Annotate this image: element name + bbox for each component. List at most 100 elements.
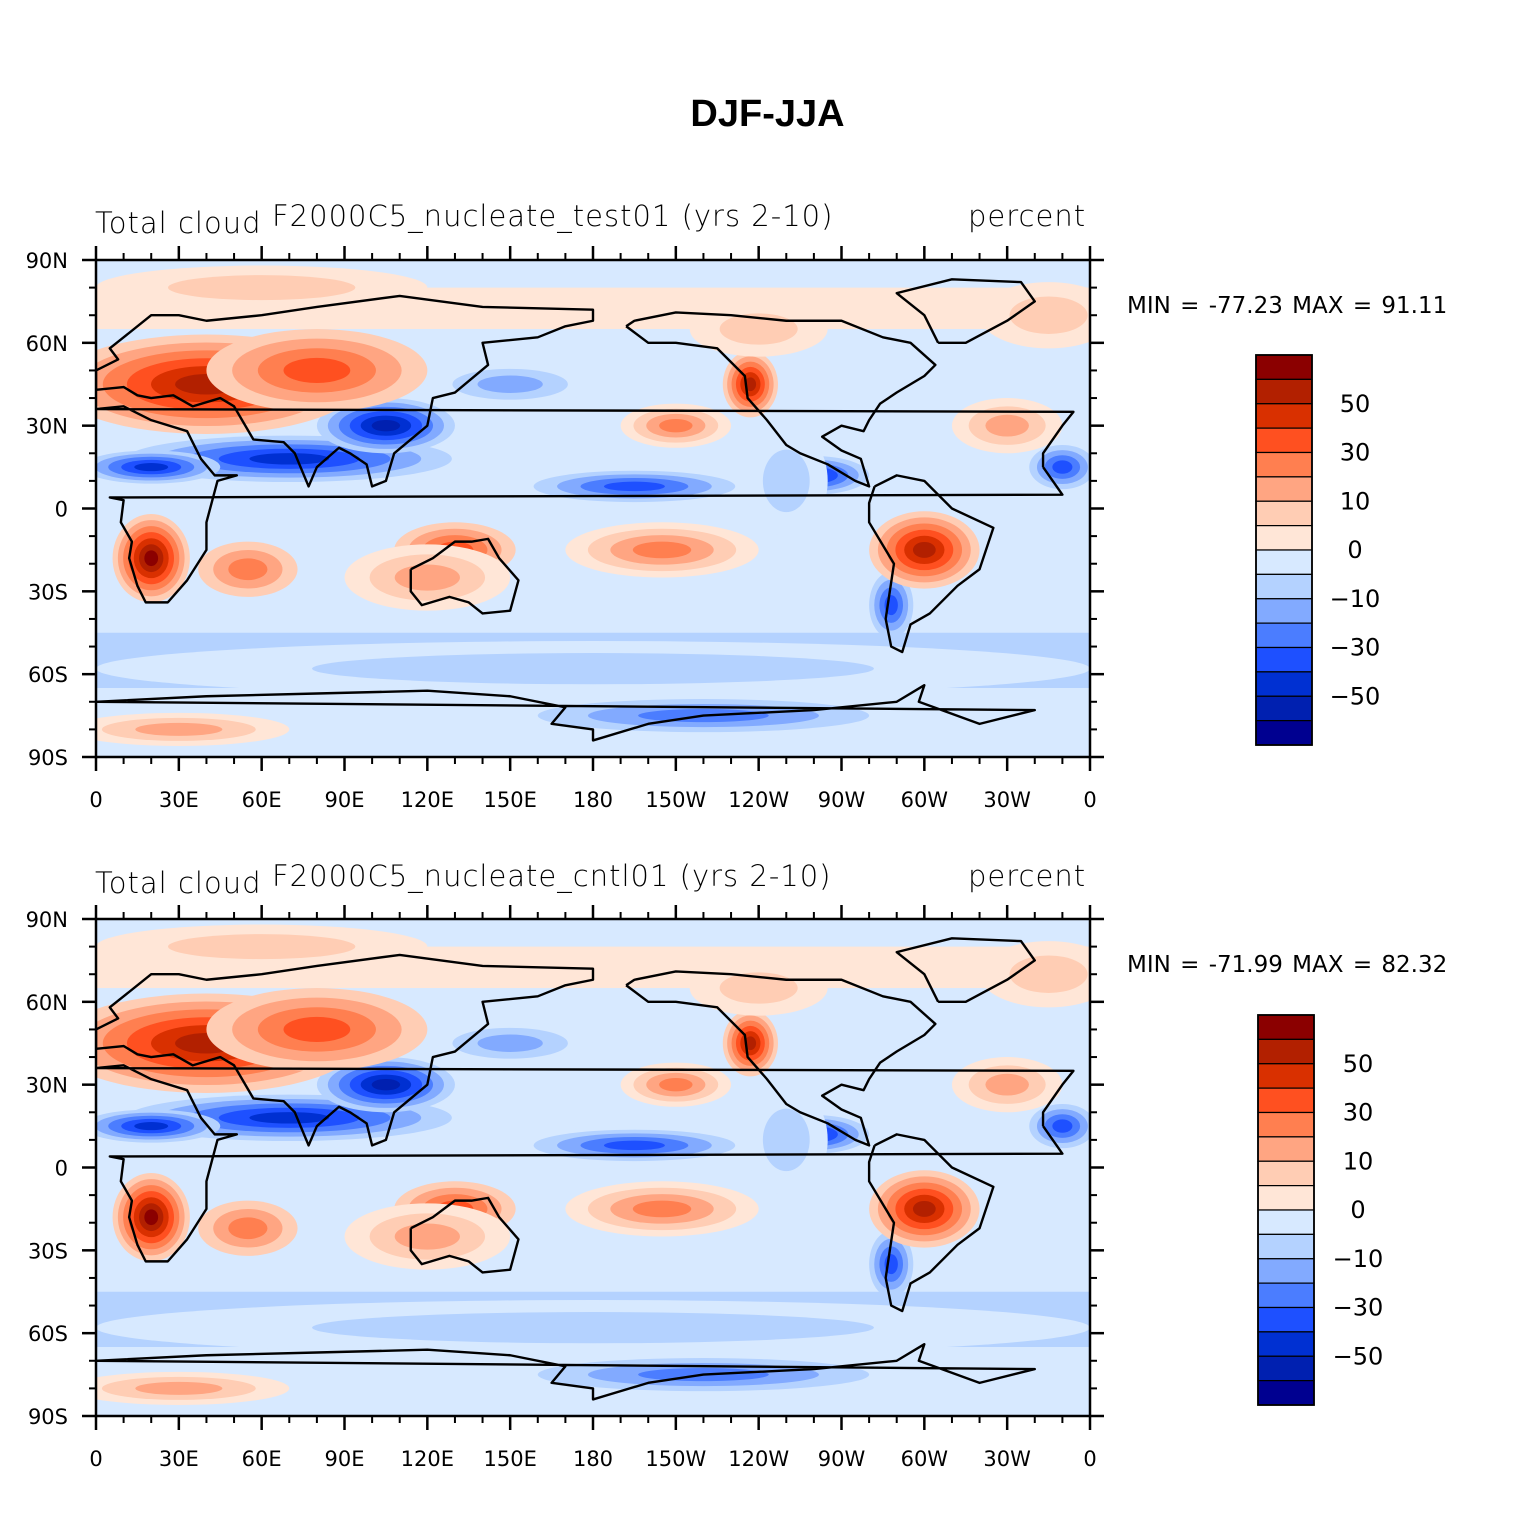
colorbar-label: −30	[1333, 1294, 1384, 1322]
colorbar-label: 10	[1343, 1147, 1374, 1175]
colorbar-label: 30	[1343, 1099, 1374, 1127]
colorbar-label: 0	[1350, 1196, 1365, 1224]
colorbar-swatch	[1257, 1136, 1315, 1162]
lat-tick-label: 90S	[28, 746, 68, 770]
colorbar-label: −50	[1330, 682, 1381, 710]
lon-tick-label: 0	[89, 1447, 102, 1471]
contour-blob	[312, 653, 874, 685]
contour-blob	[762, 1108, 810, 1172]
contour-blob	[659, 1077, 693, 1092]
contour-blob	[477, 1034, 543, 1052]
contour-blob	[394, 1223, 460, 1250]
panel-center-label: F2000C5_nucleate_test01 (yrs 2-10)	[272, 199, 834, 233]
coastline	[96, 684, 1036, 742]
colorbar-frame	[1257, 1014, 1315, 1406]
contour-blob	[228, 1217, 268, 1240]
colorbar-swatch	[1257, 1306, 1315, 1333]
lat-tick-label: 60S	[28, 663, 68, 687]
coastline	[867, 1133, 995, 1313]
lat-tick-label: 30N	[26, 415, 68, 439]
colorbar-swatch	[1255, 598, 1313, 624]
coastline	[867, 474, 995, 654]
lon-tick-label: 180	[573, 1447, 613, 1471]
lat-tick-label: 30S	[28, 1239, 68, 1263]
lon-tick-label: 120E	[401, 788, 454, 812]
contour-blob	[144, 1209, 159, 1226]
lon-tick-label: 90E	[325, 788, 365, 812]
lon-tick-label: 150E	[483, 788, 536, 812]
colorbar-swatch	[1257, 1185, 1315, 1211]
colorbar-label: 30	[1340, 439, 1371, 467]
contour-blob	[168, 275, 356, 301]
coastline	[895, 278, 1036, 345]
lat-tick-label: 30N	[26, 1074, 68, 1098]
colorbar-swatch	[1257, 1233, 1315, 1260]
lon-tick-label: 120W	[728, 788, 789, 812]
contour-blob	[371, 419, 401, 432]
lon-tick-label: 30E	[159, 788, 199, 812]
lon-tick-label: 90W	[818, 1447, 866, 1471]
coastline	[96, 1064, 1075, 1263]
coastline	[96, 1343, 1036, 1401]
colorbar-swatch	[1257, 1087, 1315, 1114]
lon-tick-label: 30W	[983, 788, 1031, 812]
lon-tick-label: 180	[573, 788, 613, 812]
main-title: DJF-JJA	[690, 93, 845, 135]
colorbar-swatch	[1257, 1331, 1315, 1357]
contour-blob	[1009, 955, 1088, 993]
contour-blob	[1052, 460, 1073, 474]
colorbar-swatch	[1257, 1355, 1315, 1382]
colorbar-swatch	[1257, 1038, 1315, 1065]
contour-blob	[632, 1200, 692, 1218]
colorbar-swatch	[1257, 1258, 1315, 1284]
contour-blob	[249, 453, 330, 465]
lon-tick-label: 150W	[645, 788, 706, 812]
coastline	[895, 937, 1036, 1004]
colorbar-swatch	[1255, 573, 1313, 600]
colorbar-swatch	[1255, 646, 1313, 673]
contour-blob	[135, 722, 223, 736]
coastline	[625, 970, 937, 1147]
contour-blob	[632, 541, 692, 559]
colorbar-swatch	[1255, 720, 1313, 746]
contour-blob	[744, 1036, 757, 1051]
colorbar-swatch	[1257, 1209, 1315, 1235]
lat-tick-label: 90N	[26, 908, 68, 932]
lat-tick-label: 60N	[26, 332, 68, 356]
cloud-difference-map: 90N 60N 30N 0 30S 60S 90S 0 30E 60E 90E 120E 150E 180…	[26, 246, 1381, 812]
contour-blob	[744, 377, 757, 392]
colorbar: 50 30 10 0 −10 −30 −50	[1257, 1014, 1384, 1406]
colorbar-label: 50	[1343, 1050, 1374, 1078]
contour-blob	[985, 1073, 1029, 1096]
colorbar-label: −50	[1333, 1342, 1384, 1370]
lon-tick-label: 0	[1083, 788, 1096, 812]
coastline	[96, 294, 595, 488]
panel-left-label: Total cloud	[95, 206, 262, 240]
lon-tick-label: 90E	[325, 1447, 365, 1471]
coastline	[96, 953, 595, 1147]
colorbar-swatch	[1255, 451, 1313, 478]
panel-left-label: Total cloud	[95, 866, 262, 900]
contour-blob	[371, 1078, 401, 1091]
colorbar-label: −10	[1330, 585, 1381, 613]
coastline	[96, 405, 1075, 604]
lat-tick-label: 30S	[28, 580, 68, 604]
colorbar-swatch	[1257, 1160, 1315, 1187]
panel-right-label: percent	[968, 859, 1087, 893]
colorbar-swatch	[1257, 1014, 1315, 1040]
colorbar-swatch	[1257, 1111, 1315, 1138]
lon-tick-label: 60W	[901, 788, 949, 812]
lon-tick-label: 30E	[159, 1447, 199, 1471]
lat-tick-label: 90N	[26, 249, 68, 273]
contour-blob	[719, 313, 798, 345]
contour-field	[96, 260, 1090, 757]
lon-tick-label: 60E	[242, 1447, 282, 1471]
contour-blob	[912, 541, 936, 558]
contour-blob	[659, 418, 693, 433]
contour-blob	[134, 463, 169, 472]
contour-blob	[283, 1016, 351, 1042]
colorbar: 50 30 10 0 −10 −30 −50	[1255, 354, 1381, 746]
min-max-readout: MIN = -71.99 MAX = 82.32	[1127, 952, 1448, 978]
coastline	[625, 311, 937, 488]
